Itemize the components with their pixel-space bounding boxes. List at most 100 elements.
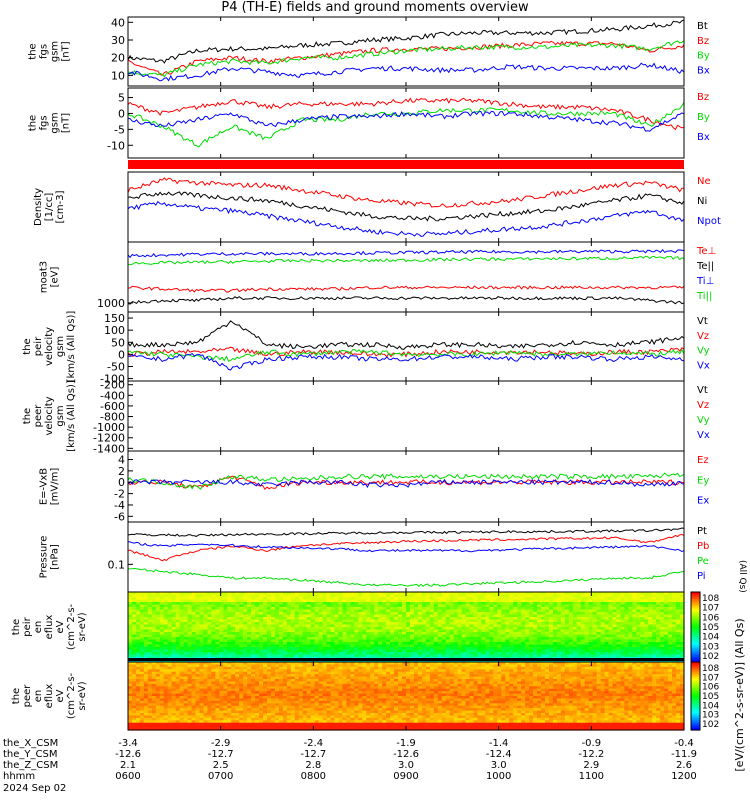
- heatmap-cell: [267, 659, 272, 663]
- heatmap-cell: [660, 612, 665, 616]
- heatmap-cell: [139, 681, 145, 685]
- heatmap-cell: [183, 691, 189, 695]
- heatmap-cell: [175, 614, 181, 618]
- heatmap-cell: [560, 599, 566, 603]
- heatmap-cell: [521, 649, 526, 653]
- heatmap-cell: [537, 617, 542, 621]
- heatmap-cell: [525, 594, 530, 598]
- heatmap-cell: [322, 619, 328, 623]
- heatmap-cell: [267, 642, 272, 646]
- heatmap-cell: [179, 705, 185, 709]
- heatmap-cell: [521, 614, 526, 618]
- heatmap-cell: [564, 617, 570, 621]
- heatmap-cell: [636, 614, 641, 618]
- heatmap-cell: [187, 727, 193, 731]
- series-line-ne: [127, 177, 684, 208]
- heatmap-cell: [151, 617, 157, 621]
- heatmap-cell: [461, 592, 467, 596]
- heatmap-cell: [402, 659, 407, 663]
- heatmap-cell: [513, 632, 518, 636]
- heatmap-cell: [215, 609, 220, 613]
- heatmap-cell: [521, 659, 526, 663]
- heatmap-cell: [163, 720, 169, 724]
- heatmap-cell: [485, 634, 490, 638]
- heatmap-cell: [473, 642, 479, 646]
- heatmap-cell: [644, 639, 649, 643]
- heatmap-cell: [529, 624, 534, 628]
- heatmap-cell: [203, 604, 209, 608]
- heatmap-cell: [314, 614, 320, 618]
- heatmap-cell: [409, 614, 415, 618]
- heatmap-cell: [517, 602, 522, 606]
- heatmap-cell: [211, 705, 216, 709]
- heatmap-cell: [314, 612, 320, 616]
- heatmap-cell: [302, 604, 308, 608]
- heatmap-cell: [211, 708, 216, 712]
- heatmap-cell: [525, 607, 530, 611]
- heatmap-cell: [187, 662, 193, 666]
- heatmap-cell: [191, 629, 197, 633]
- heatmap-cell: [640, 609, 645, 613]
- heatmap-cell: [616, 619, 622, 623]
- heatmap-cell: [219, 720, 224, 724]
- heatmap-cell: [680, 599, 685, 603]
- heatmap-cell: [171, 664, 177, 668]
- heatmap-cell: [497, 642, 502, 646]
- heatmap-cell: [433, 639, 439, 643]
- heatmap-cell: [239, 617, 244, 621]
- heatmap-cell: [159, 637, 165, 641]
- heatmap-cell: [179, 693, 185, 697]
- heatmap-cell: [453, 637, 459, 641]
- heatmap-cell: [612, 592, 618, 596]
- heatmap-cell: [672, 592, 677, 596]
- heatmap-cell: [644, 607, 649, 611]
- heatmap-cell: [485, 599, 490, 603]
- heatmap-cell: [243, 642, 248, 646]
- heatmap-cell: [227, 642, 232, 646]
- heatmap-cell: [366, 612, 371, 616]
- heatmap-cell: [171, 597, 177, 601]
- heatmap-cell: [239, 609, 244, 613]
- heatmap-cell: [362, 604, 367, 608]
- heatmap-cell: [680, 607, 685, 611]
- heatmap-cell: [223, 669, 228, 673]
- series-line-vy: [127, 348, 685, 362]
- heatmap-cell: [155, 634, 161, 638]
- heatmap-cell: [135, 649, 141, 653]
- heatmap-cell: [203, 599, 209, 603]
- heatmap-cell: [155, 671, 161, 675]
- heatmap-cell: [128, 691, 133, 695]
- heatmap-cell: [155, 679, 161, 683]
- heatmap-cell: [302, 627, 308, 631]
- heatmap-cell: [517, 592, 522, 596]
- heatmap-cell: [620, 654, 626, 658]
- heatmap-cell: [211, 683, 216, 687]
- heatmap-cell: [223, 679, 228, 683]
- heatmap-cell: [211, 632, 216, 636]
- heatmap-cell: [406, 617, 411, 621]
- heatmap-cell: [215, 649, 220, 653]
- heatmap-cell: [159, 691, 165, 695]
- heatmap-cell: [556, 649, 562, 653]
- heatmap-cell: [231, 654, 236, 658]
- heatmap-cell: [350, 632, 355, 636]
- heatmap-cell: [314, 639, 320, 643]
- heatmap-cell: [187, 700, 193, 704]
- heatmap-cell: [580, 649, 586, 653]
- heatmap-cell: [469, 604, 475, 608]
- heatmap-cell: [207, 725, 212, 729]
- heatmap-cell: [409, 659, 415, 663]
- heatmap-cell: [406, 612, 411, 616]
- heatmap-cell: [477, 624, 483, 628]
- heatmap-cell: [417, 647, 423, 651]
- heatmap-cell: [604, 599, 610, 603]
- heatmap-cell: [207, 696, 212, 700]
- heatmap-cell: [632, 637, 637, 641]
- heatmap-cell: [556, 622, 562, 626]
- heatmap-cell: [167, 619, 173, 623]
- heatmap-cell: [425, 647, 431, 651]
- heatmap-cell: [179, 703, 185, 707]
- heatmap-cell: [342, 614, 348, 618]
- heatmap-cell: [255, 597, 260, 601]
- heatmap-cell: [199, 691, 205, 695]
